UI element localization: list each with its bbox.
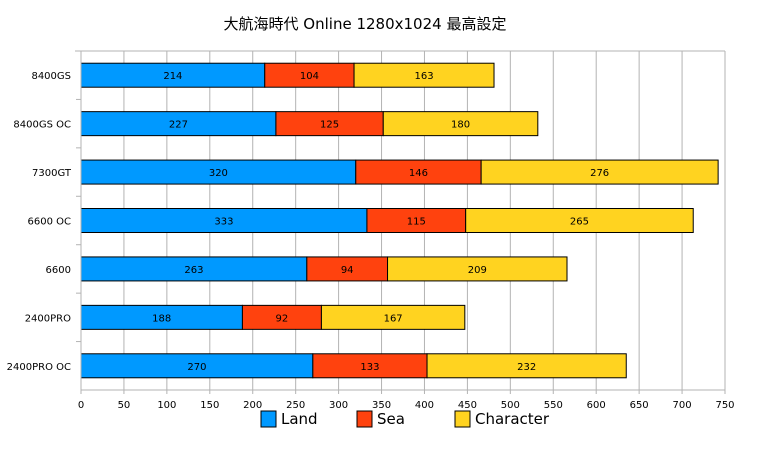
x-tick-label: 650 bbox=[630, 400, 649, 411]
data-label: 188 bbox=[152, 313, 171, 324]
x-tick-label: 450 bbox=[458, 400, 477, 411]
legend-swatch-sea bbox=[356, 410, 373, 428]
data-label: 227 bbox=[169, 120, 188, 131]
data-label: 125 bbox=[320, 120, 339, 131]
data-label: 209 bbox=[468, 265, 487, 276]
y-tick-label: 8400GS bbox=[31, 71, 71, 82]
x-tick-label: 300 bbox=[329, 400, 348, 411]
bar-sea bbox=[366, 208, 467, 233]
data-label: 270 bbox=[187, 362, 206, 373]
x-tick-label: 550 bbox=[544, 400, 563, 411]
x-tick-label: 50 bbox=[118, 400, 131, 411]
data-label: 167 bbox=[384, 313, 403, 324]
bar-sea bbox=[241, 304, 322, 330]
y-tick-label: 8400GS OC bbox=[13, 120, 71, 131]
legend-label: Character bbox=[475, 410, 550, 428]
bar-character bbox=[382, 111, 539, 137]
y-tick-label: 6600 OC bbox=[28, 217, 71, 228]
x-tick-label: 200 bbox=[243, 400, 262, 411]
data-label: 276 bbox=[590, 168, 609, 179]
x-tick-label: 100 bbox=[157, 400, 176, 411]
data-label: 265 bbox=[570, 217, 589, 228]
data-label: 320 bbox=[209, 168, 228, 179]
x-tick-label: 350 bbox=[372, 400, 391, 411]
data-label: 180 bbox=[451, 120, 470, 131]
x-tick-label: 400 bbox=[415, 400, 434, 411]
bar-land bbox=[80, 208, 368, 233]
data-label: 94 bbox=[341, 265, 354, 276]
legend-label: Land bbox=[281, 410, 318, 428]
data-label: 214 bbox=[163, 71, 182, 82]
x-tick-label: 700 bbox=[673, 400, 692, 411]
x-tick-label: 250 bbox=[286, 400, 305, 411]
data-label: 163 bbox=[414, 71, 433, 82]
bar-character bbox=[387, 256, 568, 282]
data-label: 133 bbox=[360, 362, 379, 373]
x-tick-label: 500 bbox=[501, 400, 520, 411]
legend-label: Sea bbox=[377, 410, 405, 428]
bar-character bbox=[480, 159, 719, 185]
y-tick-label: 6600 bbox=[46, 265, 71, 276]
x-tick-label: 0 bbox=[78, 400, 84, 411]
bar-land bbox=[80, 304, 243, 330]
bar-land bbox=[80, 159, 357, 185]
data-label: 146 bbox=[409, 168, 428, 179]
legend-swatch-land bbox=[260, 410, 277, 428]
bar-character bbox=[320, 304, 466, 330]
data-label: 263 bbox=[184, 265, 203, 276]
x-tick-label: 150 bbox=[200, 400, 219, 411]
data-label: 232 bbox=[517, 362, 536, 373]
y-tick-label: 2400PRO OC bbox=[7, 362, 71, 373]
bar-character bbox=[465, 208, 694, 233]
data-label: 92 bbox=[276, 313, 289, 324]
bar-character bbox=[353, 62, 495, 88]
y-tick-label: 7300GT bbox=[32, 168, 72, 179]
bar-character bbox=[426, 353, 627, 379]
bar-sea bbox=[355, 159, 482, 185]
y-tick-label: 2400PRO bbox=[25, 313, 71, 324]
x-tick-label: 600 bbox=[587, 400, 606, 411]
data-label: 104 bbox=[300, 71, 319, 82]
data-label: 333 bbox=[214, 217, 233, 228]
legend-swatch-character bbox=[454, 410, 471, 428]
chart-title: 大航海時代 Online 1280x1024 最高設定 bbox=[224, 15, 507, 33]
data-label: 115 bbox=[407, 217, 426, 228]
x-tick-label: 750 bbox=[715, 400, 734, 411]
